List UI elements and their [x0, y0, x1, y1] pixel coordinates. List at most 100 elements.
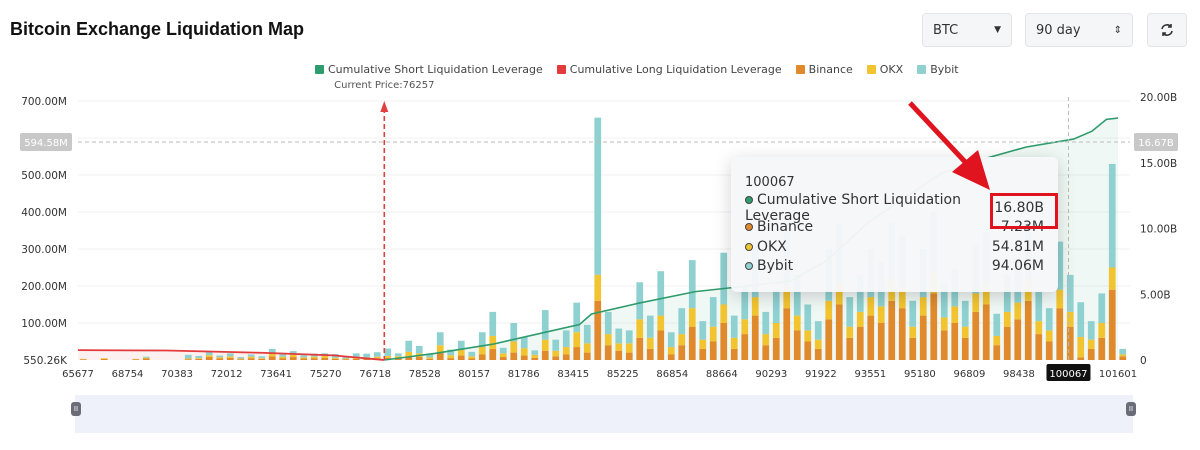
bar-binance[interactable] — [919, 315, 927, 360]
bar-binance[interactable] — [741, 334, 749, 360]
bar-bybit[interactable] — [636, 282, 644, 320]
bar-okx[interactable] — [258, 358, 266, 359]
bar-okx[interactable] — [1087, 339, 1095, 349]
bar-bybit[interactable] — [772, 289, 780, 323]
bar-bybit[interactable] — [1056, 241, 1064, 290]
bar-okx[interactable] — [226, 356, 234, 358]
bar-binance[interactable] — [520, 355, 528, 360]
bar-okx[interactable] — [867, 297, 875, 316]
bar-bybit[interactable] — [279, 354, 287, 357]
bar-binance[interactable] — [877, 323, 885, 360]
bar-okx[interactable] — [604, 334, 612, 346]
bar-binance[interactable] — [867, 315, 875, 360]
bar-binance[interactable] — [457, 355, 465, 360]
bar-okx[interactable] — [552, 350, 560, 357]
bar-bybit[interactable] — [573, 302, 581, 333]
bar-binance[interactable] — [1056, 308, 1064, 360]
bar-bybit[interactable] — [657, 271, 665, 316]
bar-binance[interactable] — [268, 356, 276, 360]
bar-binance[interactable] — [688, 326, 696, 360]
bar-binance[interactable] — [226, 357, 234, 360]
bar-binance[interactable] — [825, 319, 833, 360]
bar-binance[interactable] — [216, 358, 224, 360]
bar-bybit[interactable] — [426, 353, 434, 358]
bar-bybit[interactable] — [814, 321, 822, 340]
bar-binance[interactable] — [184, 359, 192, 360]
bar-okx[interactable] — [426, 357, 434, 359]
bar-bybit[interactable] — [762, 311, 770, 335]
bar-bybit[interactable] — [1087, 321, 1095, 340]
bar-okx[interactable] — [615, 343, 623, 351]
bar-binance[interactable] — [447, 358, 455, 360]
bar-bybit[interactable] — [373, 352, 381, 357]
legend-bybit[interactable]: Bybit — [917, 63, 959, 76]
bar-binance[interactable] — [636, 337, 644, 360]
bar-binance[interactable] — [835, 304, 843, 361]
bar-okx[interactable] — [751, 297, 759, 316]
bar-okx[interactable] — [384, 355, 392, 358]
bar-binance[interactable] — [982, 304, 990, 361]
bar-okx[interactable] — [856, 311, 864, 327]
bar-okx[interactable] — [825, 300, 833, 320]
bar-binance[interactable] — [205, 357, 213, 360]
bar-binance[interactable] — [951, 323, 959, 360]
bar-bybit[interactable] — [226, 353, 234, 357]
bar-binance[interactable] — [793, 330, 801, 360]
bar-okx[interactable] — [1066, 311, 1074, 327]
bar-okx[interactable] — [688, 308, 696, 327]
bar-okx[interactable] — [447, 355, 455, 359]
bar-bybit[interactable] — [583, 324, 591, 344]
bar-binance[interactable] — [352, 358, 360, 360]
bar-binance[interactable] — [730, 348, 738, 360]
bar-okx[interactable] — [1098, 323, 1106, 338]
bar-binance[interactable] — [499, 357, 507, 360]
bar-okx[interactable] — [457, 350, 465, 356]
bar-bybit[interactable] — [541, 310, 549, 340]
bar-binance[interactable] — [1119, 356, 1127, 360]
bar-okx[interactable] — [489, 335, 497, 349]
symbol-select[interactable]: BTC ▼ — [922, 13, 1012, 47]
bar-binance[interactable] — [1098, 337, 1106, 360]
bar-okx[interactable] — [510, 341, 518, 353]
bar-okx[interactable] — [279, 356, 287, 359]
bar-bybit[interactable] — [457, 340, 465, 351]
bar-okx[interactable] — [804, 330, 812, 342]
bar-bybit[interactable] — [499, 347, 507, 354]
bar-okx[interactable] — [1045, 330, 1053, 342]
bar-binance[interactable] — [468, 358, 476, 360]
bar-binance[interactable] — [772, 337, 780, 360]
bar-binance[interactable] — [562, 354, 570, 360]
bar-bybit[interactable] — [1077, 302, 1085, 338]
bar-bybit[interactable] — [352, 353, 360, 358]
bar-bybit[interactable] — [730, 315, 738, 338]
bar-binance[interactable] — [1014, 319, 1022, 360]
bar-okx[interactable] — [468, 356, 476, 359]
bar-okx[interactable] — [940, 317, 948, 331]
bar-bybit[interactable] — [510, 323, 518, 342]
bar-binance[interactable] — [1003, 326, 1011, 360]
bar-binance[interactable] — [489, 348, 497, 360]
bar-okx[interactable] — [583, 343, 591, 353]
bar-okx[interactable] — [321, 355, 329, 358]
bar-binance[interactable] — [762, 345, 770, 360]
bar-binance[interactable] — [573, 347, 581, 360]
bar-binance[interactable] — [541, 350, 549, 360]
bar-bybit[interactable] — [1098, 293, 1106, 323]
refresh-button[interactable] — [1147, 13, 1187, 47]
bar-okx[interactable] — [342, 358, 350, 360]
bar-okx[interactable] — [205, 355, 213, 358]
bar-bybit[interactable] — [478, 332, 486, 348]
bar-bybit[interactable] — [993, 313, 1001, 336]
bar-okx[interactable] — [573, 332, 581, 348]
bar-binance[interactable] — [436, 352, 444, 360]
legend-binance[interactable]: Binance — [795, 63, 853, 76]
bar-okx[interactable] — [982, 284, 990, 305]
bar-okx[interactable] — [814, 339, 822, 349]
bar-bybit[interactable] — [667, 332, 675, 348]
bar-bybit[interactable] — [1066, 274, 1074, 312]
bar-binance[interactable] — [478, 354, 486, 360]
bar-binance[interactable] — [804, 341, 812, 361]
bar-bybit[interactable] — [552, 339, 560, 351]
bar-bybit[interactable] — [237, 357, 245, 359]
bar-binance[interactable] — [100, 358, 108, 360]
